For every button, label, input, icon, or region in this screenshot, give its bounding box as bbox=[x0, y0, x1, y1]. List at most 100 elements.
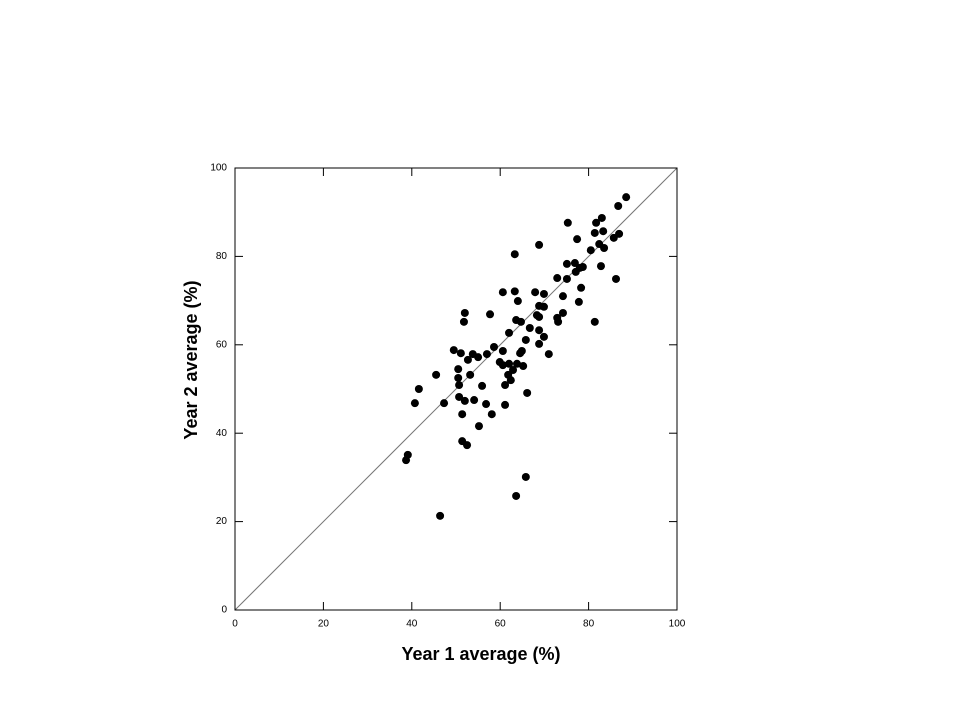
scatter-point bbox=[539, 302, 548, 311]
scatter-point bbox=[523, 388, 532, 397]
x-tick-label: 60 bbox=[495, 619, 507, 630]
scatter-point bbox=[455, 381, 464, 390]
scatter-point bbox=[512, 359, 521, 368]
scatter-point bbox=[539, 289, 548, 298]
scatter-point bbox=[460, 396, 469, 405]
scatter-point bbox=[531, 288, 540, 297]
scatter-point bbox=[402, 456, 411, 465]
x-tick-label: 40 bbox=[406, 619, 418, 630]
scatter-point bbox=[410, 399, 419, 408]
scatter-point bbox=[516, 349, 525, 358]
y-tick-label: 40 bbox=[216, 428, 228, 439]
scatter-point bbox=[596, 262, 605, 271]
scatter-point bbox=[498, 288, 507, 297]
scatter-point bbox=[586, 246, 595, 255]
scatter-point bbox=[474, 353, 483, 362]
scatter-point bbox=[599, 227, 608, 236]
scatter-point bbox=[474, 422, 483, 431]
scatter-point bbox=[590, 228, 599, 237]
scatter-point bbox=[535, 312, 544, 321]
scatter-point bbox=[460, 308, 469, 317]
scatter-point bbox=[486, 310, 495, 319]
scatter-point bbox=[535, 326, 544, 335]
y-tick-label: 60 bbox=[216, 339, 228, 350]
scatter-point bbox=[455, 392, 464, 401]
scatter-point bbox=[535, 240, 544, 249]
scatter-point bbox=[553, 274, 562, 283]
scatter-point bbox=[519, 362, 528, 371]
scatter-point bbox=[454, 365, 463, 374]
scatter-point bbox=[578, 263, 587, 272]
scatter-point bbox=[609, 233, 618, 242]
scatter-point bbox=[614, 202, 623, 211]
scatter-point bbox=[571, 267, 580, 276]
scatter-point bbox=[466, 370, 475, 379]
scatter-point bbox=[600, 244, 609, 253]
scatter-point bbox=[562, 274, 571, 283]
scatter-point bbox=[525, 324, 534, 333]
scatter-point bbox=[516, 317, 525, 326]
scatter-point bbox=[436, 511, 445, 520]
scatter-point bbox=[554, 317, 563, 326]
scatter-point bbox=[463, 441, 472, 450]
scatter-point bbox=[562, 259, 571, 268]
scatter-point bbox=[501, 381, 510, 390]
scatter-point bbox=[558, 308, 567, 317]
y-axis-title: Year 2 average (%) bbox=[181, 280, 201, 439]
plot-frame bbox=[234, 167, 678, 611]
scatter-point bbox=[505, 359, 514, 368]
scatter-point bbox=[573, 235, 582, 244]
scatter-point bbox=[470, 396, 479, 405]
scatter-point bbox=[510, 287, 519, 296]
scatter-point bbox=[482, 400, 491, 409]
scatter-point bbox=[458, 410, 467, 419]
scatter-point bbox=[449, 346, 458, 355]
scatter-point bbox=[478, 381, 487, 390]
scatter-point bbox=[612, 274, 621, 283]
scatter-point bbox=[498, 346, 507, 355]
x-tick-label: 20 bbox=[318, 619, 330, 630]
scatter-point bbox=[501, 400, 510, 409]
y-tick-label: 100 bbox=[210, 163, 227, 174]
scatter-point bbox=[570, 259, 579, 268]
scatter-point bbox=[558, 292, 567, 301]
scatter-point bbox=[597, 213, 606, 222]
scatter-point bbox=[592, 218, 601, 227]
scatter-point bbox=[440, 399, 449, 408]
scatter-point bbox=[521, 335, 530, 344]
scatter-point bbox=[521, 472, 530, 481]
scatter-point bbox=[563, 218, 572, 227]
x-tick-label: 80 bbox=[583, 619, 595, 630]
scatter-point bbox=[513, 297, 522, 306]
scatter-point bbox=[510, 250, 519, 259]
scatter-point bbox=[505, 328, 514, 337]
scatter-point bbox=[463, 355, 472, 364]
y-tick-label: 80 bbox=[216, 251, 228, 262]
scatter-point bbox=[432, 370, 441, 379]
scatter-point bbox=[498, 361, 507, 370]
scatter-point bbox=[577, 283, 586, 292]
scatter-point bbox=[512, 491, 521, 500]
scatter-point bbox=[574, 297, 583, 306]
y-tick-label: 0 bbox=[221, 605, 227, 616]
scatter-point bbox=[539, 332, 548, 341]
scatter-point bbox=[544, 350, 553, 359]
x-tick-label: 0 bbox=[232, 619, 238, 630]
x-tick-label: 100 bbox=[669, 619, 686, 630]
scatter-point bbox=[506, 376, 515, 385]
scatter-point bbox=[482, 350, 491, 359]
diagonal-reference bbox=[234, 167, 678, 611]
scatter-point bbox=[509, 365, 518, 374]
scatter-point bbox=[454, 373, 463, 382]
scatter-point bbox=[414, 385, 423, 393]
y-tick-label: 20 bbox=[216, 516, 228, 527]
scatter-point bbox=[490, 343, 499, 352]
x-axis-title: Year 1 average (%) bbox=[401, 644, 560, 664]
scatter-point bbox=[456, 349, 465, 358]
scatter-point bbox=[487, 410, 496, 419]
scatter-point bbox=[535, 339, 544, 348]
scatter-point bbox=[590, 317, 599, 326]
scatter-point bbox=[459, 317, 468, 326]
